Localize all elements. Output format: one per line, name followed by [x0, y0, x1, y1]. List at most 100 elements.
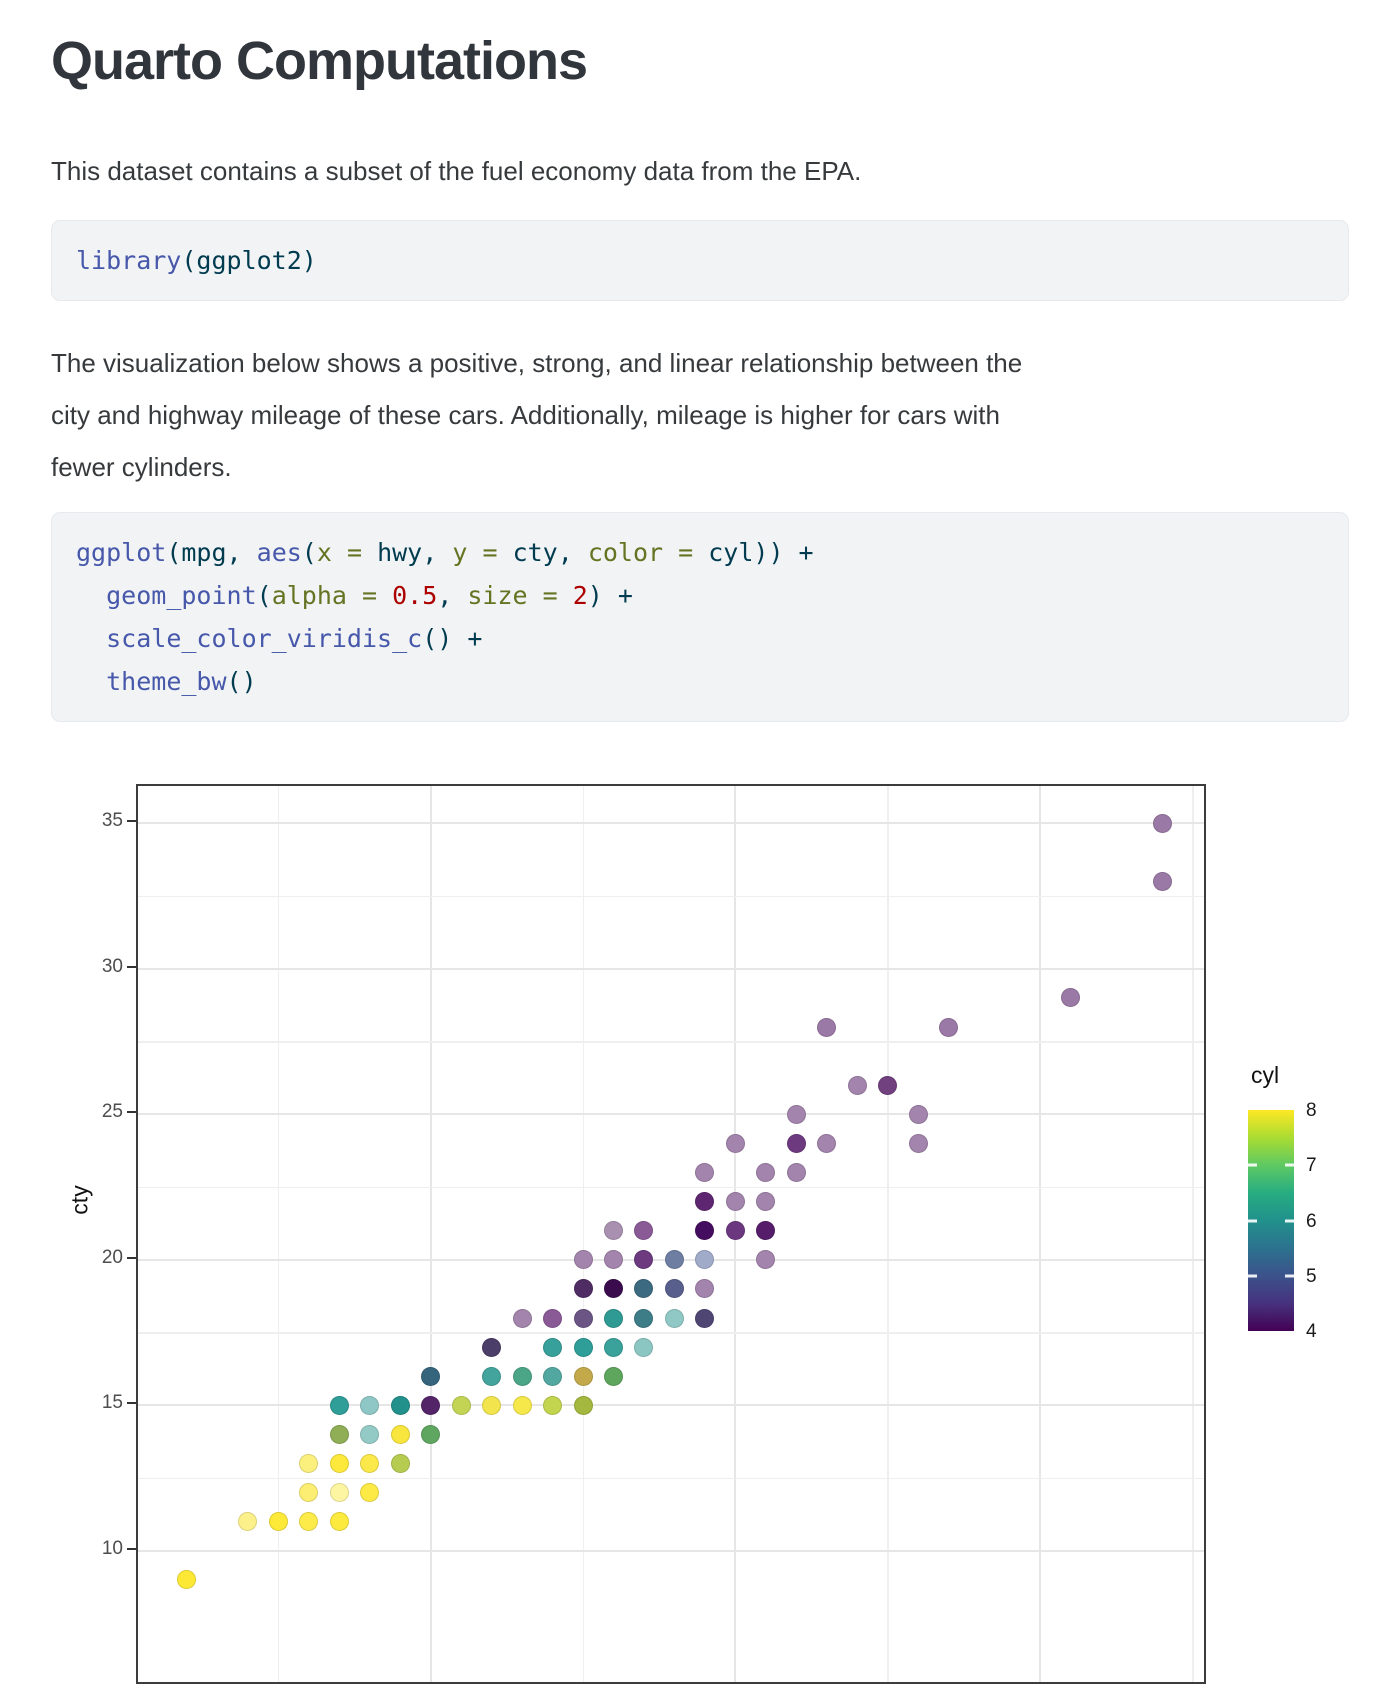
data-point	[573, 1337, 593, 1357]
y-tick-label: 15	[101, 1392, 123, 1414]
data-point	[329, 1512, 349, 1532]
data-point	[817, 1017, 837, 1037]
data-point	[847, 1075, 867, 1095]
data-point	[360, 1424, 380, 1444]
data-point	[573, 1250, 593, 1270]
data-point	[817, 1133, 837, 1153]
data-point	[543, 1337, 563, 1357]
data-point	[177, 1570, 197, 1590]
y-axis-title: cty	[66, 1185, 93, 1215]
data-point	[756, 1221, 776, 1241]
data-point	[482, 1395, 502, 1415]
y-gridline-minor	[138, 1041, 1204, 1043]
x-gridline-minor	[277, 786, 280, 1682]
data-point	[603, 1337, 623, 1357]
data-point	[634, 1250, 654, 1270]
data-point	[634, 1337, 654, 1357]
y-tick-label: 20	[101, 1246, 123, 1268]
data-point	[878, 1075, 898, 1095]
data-point	[482, 1337, 502, 1357]
data-point	[268, 1512, 288, 1532]
data-point	[786, 1133, 806, 1153]
y-gridline-major	[138, 1404, 1204, 1407]
code-block-ggplot: ggplot(mpg, aes(x = hwy, y = cty, color …	[51, 512, 1349, 722]
description-line: The visualization below shows a positive…	[51, 348, 1023, 378]
y-tick-mark	[127, 820, 136, 823]
page-title: Quarto Computations	[51, 31, 588, 91]
data-point	[543, 1395, 563, 1415]
x-gridline-minor	[887, 786, 889, 1682]
data-point	[390, 1395, 410, 1415]
intro-paragraph: This dataset contains a subset of the fu…	[51, 156, 862, 186]
legend-tick-label: 8	[1306, 1100, 1317, 1121]
data-point	[695, 1163, 715, 1182]
data-point	[390, 1454, 410, 1473]
data-point	[725, 1133, 745, 1153]
code-block-library: library(ggplot2)	[51, 220, 1349, 301]
data-point	[908, 1133, 928, 1153]
data-point	[573, 1366, 593, 1386]
colorbar-tick	[1285, 1274, 1294, 1278]
code-line: geom_point(alpha = 0.5, size = 2) +	[106, 581, 633, 610]
y-gridline-major	[138, 967, 1204, 970]
colorbar-tick	[1248, 1274, 1257, 1278]
data-point	[603, 1279, 623, 1299]
data-point	[786, 1104, 806, 1124]
data-point	[603, 1221, 623, 1241]
y-tick-mark	[127, 1547, 136, 1550]
viridis-colorbar	[1248, 1110, 1294, 1331]
data-point	[725, 1192, 745, 1212]
x-gridline-major	[1039, 786, 1042, 1682]
y-tick-label: 35	[101, 810, 123, 832]
data-point	[603, 1250, 623, 1270]
y-tick-mark	[127, 1111, 136, 1114]
data-point	[695, 1192, 715, 1212]
y-gridline-minor	[138, 895, 1204, 898]
data-point	[360, 1483, 380, 1503]
legend-tick-label: 5	[1306, 1265, 1317, 1287]
y-tick-mark	[127, 1256, 136, 1259]
code-line: ggplot(mpg, aes(x = hwy, y = cty, color …	[76, 538, 814, 567]
colorbar-tick	[1285, 1219, 1294, 1222]
data-point	[482, 1366, 502, 1386]
data-point	[908, 1104, 928, 1124]
data-point	[756, 1163, 776, 1182]
x-gridline-major	[429, 786, 432, 1682]
colorbar-tick	[1248, 1163, 1257, 1167]
data-point	[603, 1366, 623, 1386]
data-point	[695, 1221, 715, 1241]
data-point	[695, 1279, 715, 1299]
data-point	[1061, 988, 1081, 1008]
colorbar-tick	[1285, 1163, 1294, 1167]
plot-panel	[136, 784, 1206, 1684]
data-point	[512, 1308, 532, 1328]
data-point	[664, 1308, 684, 1328]
data-point	[360, 1395, 380, 1415]
y-gridline-minor	[138, 1186, 1204, 1189]
legend-tick-label: 4	[1306, 1321, 1317, 1342]
data-point	[573, 1279, 593, 1299]
data-point	[360, 1454, 380, 1473]
description-line: fewer cylinders.	[51, 452, 232, 482]
data-point	[664, 1279, 684, 1299]
data-point	[421, 1366, 441, 1386]
data-point	[299, 1483, 319, 1503]
data-point	[329, 1395, 349, 1415]
data-point	[786, 1163, 806, 1182]
data-point	[421, 1395, 441, 1415]
data-point	[1152, 813, 1172, 833]
legend-title: cyl	[1251, 1062, 1280, 1088]
y-gridline-major	[138, 822, 1204, 825]
description-paragraph: The visualization below shows a positive…	[51, 337, 1349, 493]
code-line: library(ggplot2)	[76, 246, 317, 275]
x-gridline-major	[734, 786, 737, 1682]
code-line: scale_color_viridis_c() +	[106, 624, 483, 653]
data-point	[756, 1192, 776, 1212]
y-gridline-minor	[138, 1477, 1204, 1480]
y-gridline-major	[138, 1113, 1204, 1116]
data-point	[299, 1454, 319, 1473]
data-point	[1152, 872, 1172, 891]
data-point	[573, 1308, 593, 1328]
data-point	[421, 1424, 441, 1444]
y-tick-label: 25	[101, 1101, 123, 1123]
